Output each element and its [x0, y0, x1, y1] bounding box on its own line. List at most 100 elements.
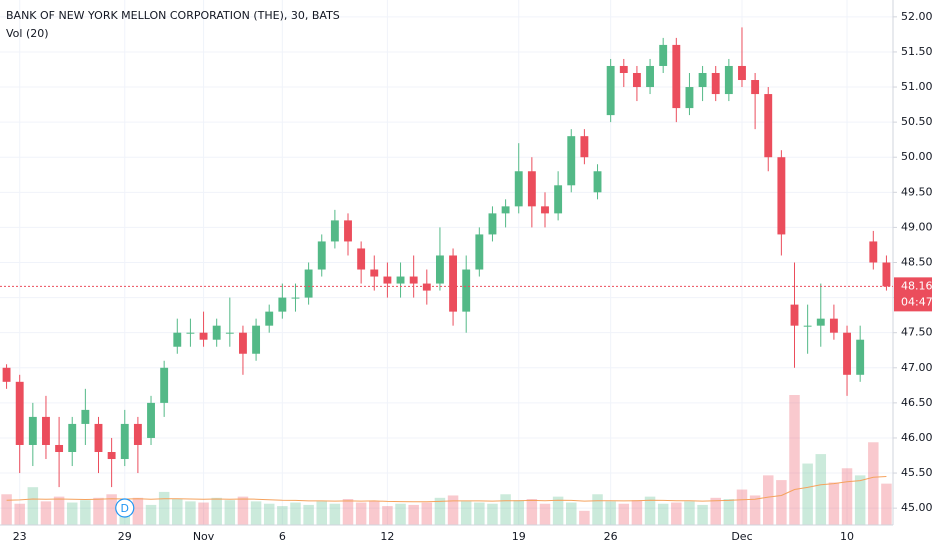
candle-body — [777, 157, 786, 235]
candle-body — [501, 206, 510, 214]
volume-bar — [539, 503, 551, 525]
candle-body — [94, 423, 103, 453]
candle-body — [160, 367, 169, 403]
candle-body — [225, 332, 234, 334]
volume-bar — [80, 500, 91, 525]
candle-body — [488, 213, 497, 235]
candle-body — [133, 423, 142, 445]
volume-bar — [158, 491, 170, 525]
y-tick-label: 52.00 — [901, 10, 932, 23]
volume-bar — [566, 502, 577, 525]
volume-bar — [421, 502, 433, 525]
x-tick-label: 26 — [604, 530, 618, 543]
candle-body — [514, 171, 523, 207]
candle-body — [28, 416, 37, 445]
volume-bar — [749, 495, 761, 525]
event-marker-label: D — [121, 502, 129, 515]
volume-bar — [854, 475, 866, 525]
volume-bar — [868, 442, 879, 525]
x-tick-label: 10 — [840, 530, 854, 543]
volume-bar — [263, 503, 275, 525]
volume-bar — [460, 501, 472, 525]
volume-bar — [106, 494, 117, 525]
volume-bar — [697, 504, 708, 525]
chart-title: BANK OF NEW YORK MELLON CORPORATION (THE… — [6, 9, 340, 22]
candle-body — [790, 304, 799, 326]
volume-bar — [224, 500, 236, 525]
candle-body — [659, 44, 668, 66]
volume-bar — [631, 500, 643, 525]
candle-body — [527, 171, 536, 207]
candle-body — [724, 65, 733, 95]
candle-body — [15, 381, 24, 445]
last-price-label: 48.16 — [901, 279, 932, 292]
candle-body — [120, 423, 129, 460]
candle-body — [764, 94, 773, 158]
volume-ma-line — [6, 476, 887, 503]
volume-bar — [1, 494, 12, 525]
volume-bar — [802, 463, 813, 525]
candle-body — [42, 416, 50, 445]
candle-body — [698, 72, 707, 88]
candle-body — [541, 206, 549, 214]
volume-bar — [723, 499, 735, 525]
candle-body — [317, 241, 326, 270]
candle-body — [869, 241, 878, 263]
candle-body — [107, 452, 116, 460]
candle-body — [738, 65, 746, 81]
volume-bar — [237, 496, 249, 525]
volume-bar — [500, 494, 511, 525]
volume-bar — [789, 395, 800, 525]
volume-bar — [710, 497, 721, 525]
candle-body — [619, 65, 628, 73]
volume-bar — [618, 503, 630, 525]
volume-bar — [776, 480, 787, 525]
candle-body — [2, 367, 11, 382]
volume-bar — [369, 501, 380, 525]
candle-body — [199, 332, 208, 340]
volume-bar — [447, 495, 459, 525]
volume-bar — [355, 502, 367, 525]
y-tick-label: 45.50 — [901, 466, 932, 479]
candle-body — [344, 220, 352, 242]
candle-body — [567, 136, 576, 186]
volume-bar — [382, 506, 393, 525]
volume-bar — [815, 454, 827, 525]
volume-bar — [132, 497, 144, 525]
candle-body — [475, 234, 484, 270]
volume-bar — [881, 483, 892, 525]
candle-body — [593, 171, 602, 193]
y-tick-label: 49.00 — [901, 220, 932, 233]
candle-body — [843, 332, 851, 375]
candle-body — [55, 444, 64, 453]
candle-body — [304, 269, 313, 298]
candle-body — [856, 339, 865, 375]
volume-bar — [342, 499, 354, 525]
volume-bar — [40, 501, 52, 525]
volume-bar — [303, 504, 314, 525]
candle-body — [291, 297, 300, 299]
candle-body — [580, 136, 589, 158]
y-tick-label: 51.50 — [901, 45, 932, 58]
y-tick-label: 48.50 — [901, 256, 932, 269]
axes: 45.0045.5046.0046.5047.0047.5048.0048.50… — [0, 10, 932, 543]
volume-bar — [434, 497, 446, 525]
y-tick-label: 50.00 — [901, 150, 932, 163]
candle-body — [422, 283, 431, 291]
candle-body — [816, 318, 825, 326]
x-tick-label: 19 — [512, 530, 526, 543]
volume-bar — [526, 499, 538, 525]
x-tick-label: 23 — [13, 530, 27, 543]
candle-body — [330, 220, 339, 242]
volume-bar — [316, 501, 327, 525]
candles — [2, 27, 891, 488]
volume-bar — [684, 501, 695, 525]
x-tick-label: Nov — [193, 530, 215, 543]
volume-bar — [605, 501, 616, 525]
last-price-box — [894, 277, 932, 312]
volume-bar — [211, 497, 222, 525]
volume-bar — [657, 503, 669, 525]
candle-body — [81, 409, 90, 424]
y-tick-label: 51.00 — [901, 80, 932, 93]
